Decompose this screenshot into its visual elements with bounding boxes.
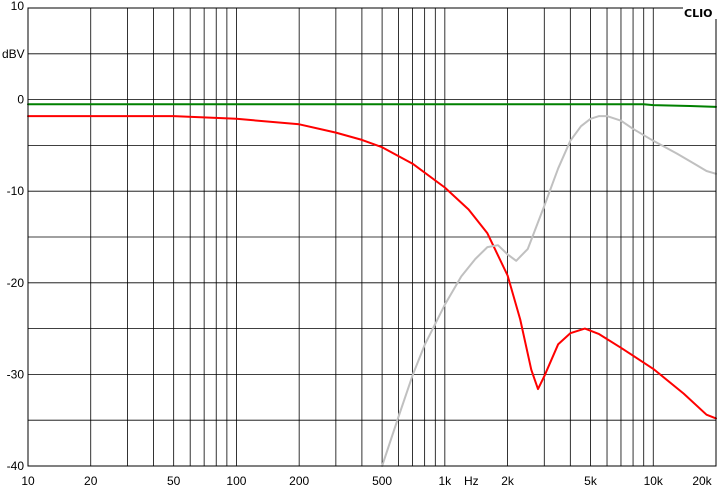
x-tick-label: 10k bbox=[644, 474, 664, 488]
green-curve bbox=[27, 103, 717, 108]
x-unit-label: Hz bbox=[464, 474, 479, 488]
x-tick-label: 20 bbox=[84, 474, 98, 488]
red-curve bbox=[27, 115, 717, 420]
plot-curves bbox=[27, 103, 717, 467]
y-tick-label: 0 bbox=[17, 93, 24, 107]
x-tick-label: 5k bbox=[584, 474, 598, 488]
y-tick-label: -10 bbox=[7, 184, 25, 198]
plot-frame bbox=[27, 7, 717, 467]
y-tick-label: -30 bbox=[7, 367, 25, 381]
x-tick-label: 50 bbox=[167, 474, 181, 488]
x-tick-label: 2k bbox=[501, 474, 515, 488]
x-tick-label: 200 bbox=[289, 474, 309, 488]
y-unit-label: dBV bbox=[2, 47, 25, 61]
x-tick-label: 10 bbox=[21, 474, 35, 488]
x-axis-labels: 10 20 50 100 200 500 1k 2k 5k 10k 20k bbox=[21, 474, 712, 488]
x-tick-label: 1k bbox=[438, 474, 452, 488]
gray-curve bbox=[381, 115, 717, 467]
y-tick-label: -20 bbox=[7, 276, 25, 290]
grid bbox=[28, 8, 717, 466]
brand-backdrop bbox=[683, 5, 717, 19]
y-tick-label: -40 bbox=[7, 459, 25, 473]
x-tick-label: 20k bbox=[692, 474, 712, 488]
y-axis-labels: 10 0 -10 -20 -30 -40 bbox=[7, 0, 25, 473]
clio-brand-label: CLIO bbox=[684, 7, 713, 20]
y-tick-label: 10 bbox=[11, 0, 25, 13]
x-tick-label: 100 bbox=[226, 474, 246, 488]
x-tick-label: 500 bbox=[372, 474, 392, 488]
